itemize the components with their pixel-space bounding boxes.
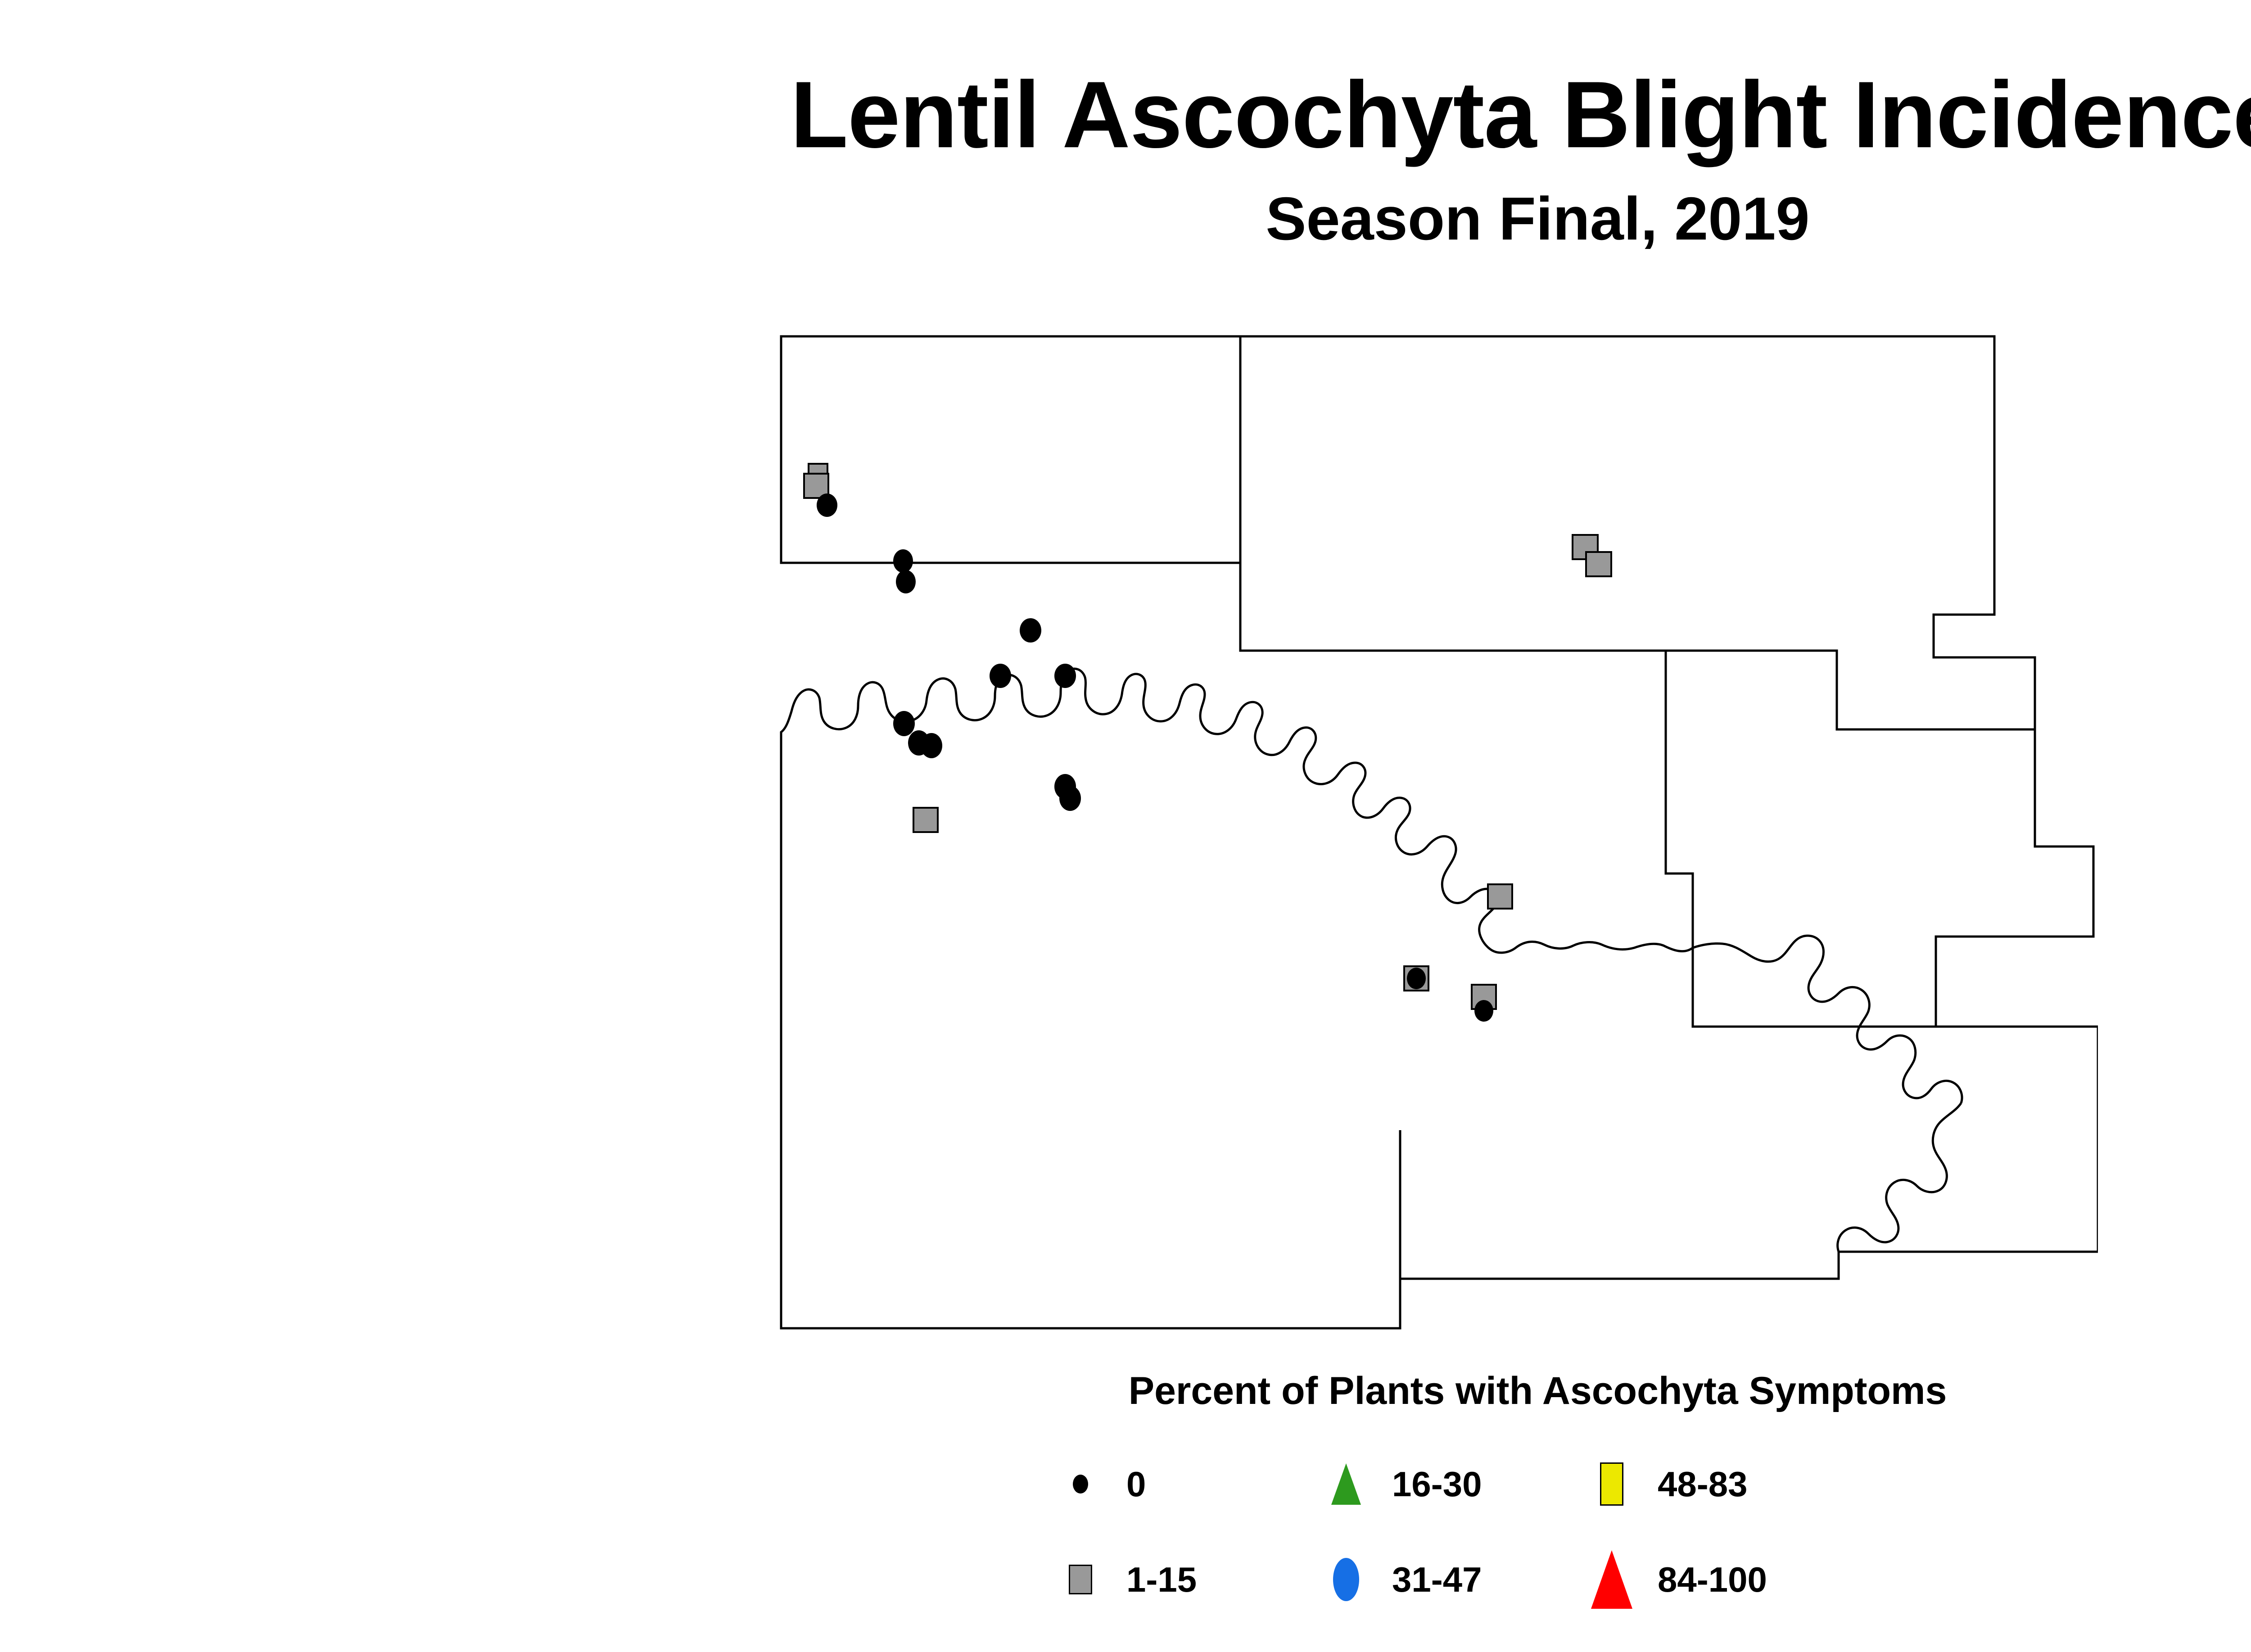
marker-dot-0 — [1054, 664, 1076, 688]
legend-item-84-100: 84-100 — [1585, 1550, 1850, 1609]
square-marker-icon — [1585, 1462, 1639, 1506]
marker-square-1-15 — [803, 473, 829, 499]
county-map-svg — [780, 335, 2098, 1330]
county-outline-central — [780, 561, 1694, 1330]
legend-item-31-47: 31-47 — [1319, 1558, 1585, 1601]
marker-square-1-15 — [1487, 883, 1513, 910]
circle-marker-icon — [1319, 1558, 1373, 1601]
legend-grid: 0 16-30 48-83 1-15 31-47 — [1053, 1436, 1999, 1627]
marker-square-1-15 — [1585, 551, 1612, 577]
legend-item-1-15: 1-15 — [1053, 1559, 1319, 1600]
county-outline-far-southeast — [1839, 1025, 2098, 1253]
legend-item-0: 0 — [1053, 1464, 1319, 1505]
marker-dot-0 — [893, 549, 913, 573]
legend-label: 0 — [1126, 1464, 1146, 1504]
marker-dot-0 — [893, 711, 915, 736]
legend-row: 0 16-30 48-83 — [1053, 1436, 1999, 1532]
county-outline-southeast — [1399, 1102, 1962, 1327]
marker-dot-0 — [1020, 618, 1041, 643]
marker-dot-0 — [1474, 1000, 1493, 1022]
map-figure — [765, 315, 2098, 1360]
marker-dot-0 — [817, 493, 837, 517]
marker-dot-0 — [1407, 968, 1426, 989]
dot-marker-icon — [1053, 1475, 1107, 1494]
page-title: Lentil Ascochyta Blight Incidence — [790, 62, 2251, 167]
map-boundaries — [780, 335, 2098, 1330]
legend-row: 1-15 31-47 84-100 — [1053, 1532, 1999, 1627]
county-outline-southwest — [780, 732, 1401, 1330]
legend-label: 16-30 — [1392, 1464, 1482, 1504]
county-outline-east — [1664, 649, 2095, 1028]
title-block: Lentil Ascochyta Blight Incidence Season… — [0, 68, 2251, 249]
legend-label: 1-15 — [1126, 1559, 1197, 1599]
river-boundary-east — [1692, 934, 1963, 1104]
legend-item-48-83: 48-83 — [1585, 1462, 1850, 1506]
triangle-marker-icon — [1319, 1463, 1373, 1505]
marker-dot-0 — [896, 570, 916, 593]
marker-dot-0 — [921, 733, 942, 758]
map-markers — [803, 463, 1612, 1022]
legend: Percent of Plants with Ascochyta Symptom… — [0, 1369, 2251, 1609]
page-subtitle: Season Final, 2019 — [1266, 185, 1810, 253]
county-outline-nw — [780, 335, 1242, 564]
legend-item-16-30: 16-30 — [1319, 1463, 1585, 1505]
legend-label: 84-100 — [1658, 1559, 1767, 1599]
legend-label: 31-47 — [1392, 1559, 1482, 1599]
square-marker-icon — [1053, 1565, 1107, 1594]
legend-title: Percent of Plants with Ascochyta Symptom… — [1128, 1369, 1947, 1412]
marker-square-1-15 — [913, 807, 939, 833]
marker-dot-0 — [990, 664, 1011, 688]
county-outline-ne — [1239, 335, 2036, 731]
triangle-marker-icon — [1585, 1550, 1639, 1609]
marker-dot-0 — [1059, 786, 1081, 811]
legend-label: 48-83 — [1658, 1464, 1748, 1504]
